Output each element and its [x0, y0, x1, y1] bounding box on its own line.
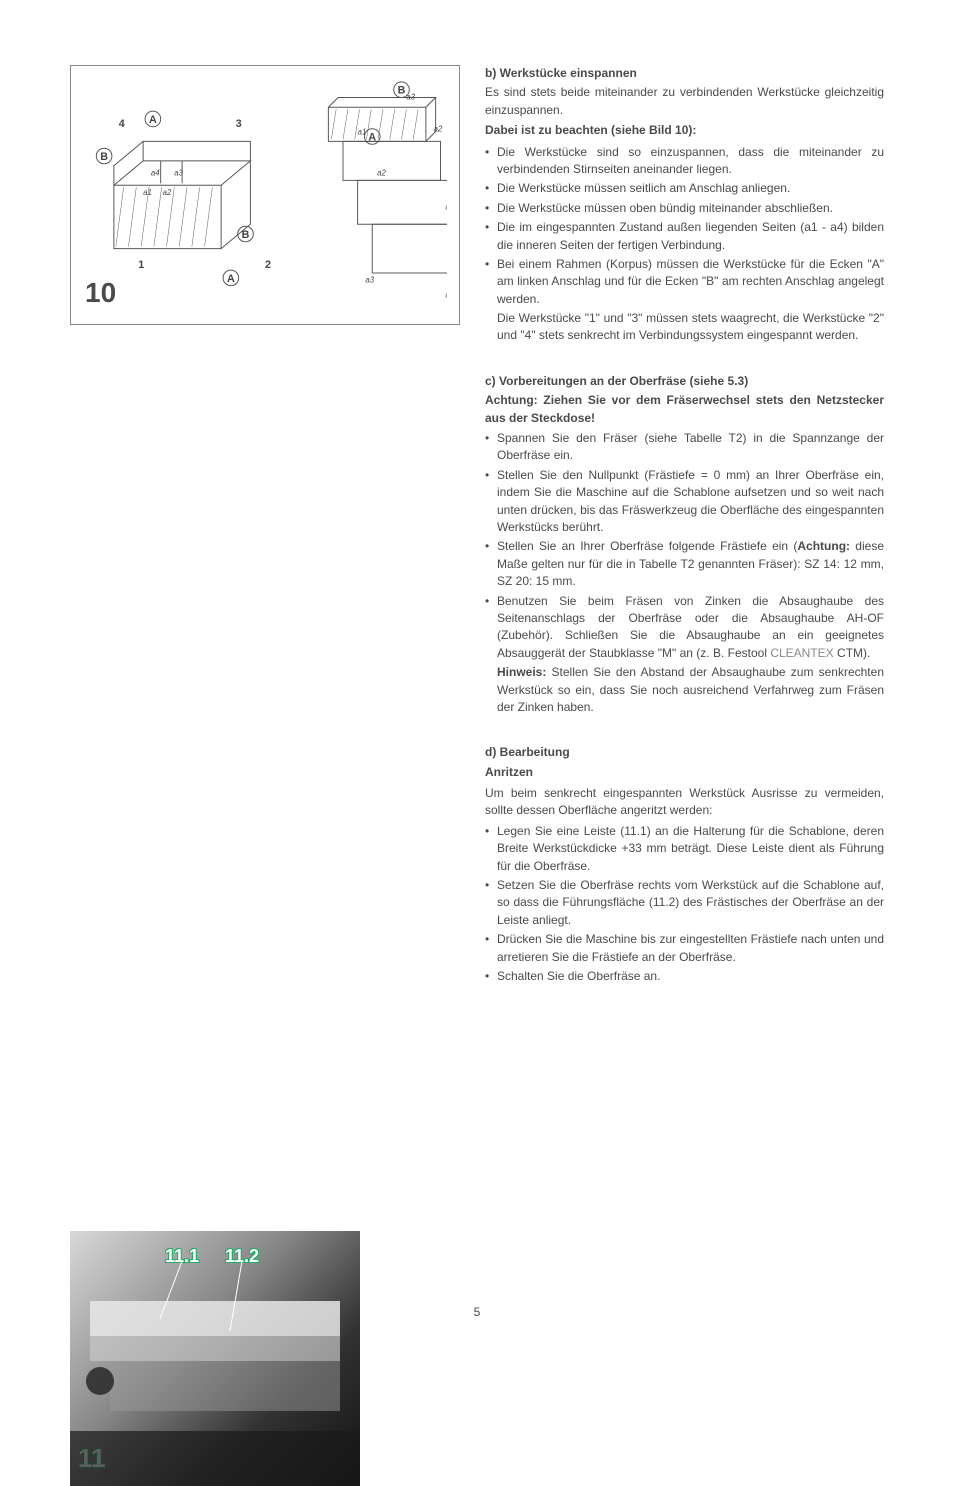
section-c: c) Vorbereitungen an der Oberfräse (sieh…	[485, 373, 884, 716]
svg-text:a4: a4	[151, 169, 160, 178]
list-item: Bei einem Rahmen (Korpus) müssen die Wer…	[485, 256, 884, 308]
svg-text:4: 4	[119, 118, 125, 130]
svg-text:2: 2	[265, 259, 271, 271]
section-b-list: Die Werkstücke sind so einzuspannen, das…	[485, 144, 884, 309]
svg-text:A: A	[227, 273, 235, 285]
list-item: Setzen Sie die Oberfräse rechts vom Werk…	[485, 877, 884, 929]
section-b-cont: Die Werkstücke "1" und "3" müssen stets …	[485, 310, 884, 345]
svg-text:a2: a2	[434, 125, 443, 134]
svg-text:a3: a3	[174, 169, 183, 178]
figure-10-number: 10	[85, 273, 116, 314]
list-item: Die Werkstücke müssen seitlich am Anschl…	[485, 180, 884, 197]
figure-11-overlay	[70, 1231, 360, 1486]
section-c-list: Spannen Sie den Fräser (siehe Tabelle T2…	[485, 430, 884, 662]
list-item: Die Werkstücke müssen oben bündig mitein…	[485, 200, 884, 217]
svg-text:a2: a2	[163, 188, 172, 197]
svg-text:1: 1	[138, 259, 144, 271]
list-item: Spannen Sie den Fräser (siehe Tabelle T2…	[485, 430, 884, 465]
section-d-sub: Anritzen	[485, 764, 884, 781]
list-item: Die im eingespannten Zustand außen liege…	[485, 219, 884, 254]
figure-10: A B B A A B 4 3 1 2 a4 a3 a1 a2 a3 a1 a2	[70, 65, 460, 325]
section-b-sub: Dabei ist zu beachten (siehe Bild 10):	[485, 122, 884, 139]
list-item: Benutzen Sie beim Fräsen von Zinken die …	[485, 593, 884, 663]
svg-text:a3: a3	[365, 276, 374, 285]
svg-text:a1: a1	[445, 203, 447, 212]
page-number: 5	[474, 1304, 481, 1321]
list-item: Stellen Sie den Nullpunkt (Frästiefe = 0…	[485, 467, 884, 537]
figure-11: 11 11.1 11.2	[70, 1231, 360, 1486]
svg-text:a1: a1	[358, 128, 367, 137]
left-column: A B B A A B 4 3 1 2 a4 a3 a1 a2 a3 a1 a2	[70, 65, 460, 1486]
svg-text:A: A	[368, 131, 376, 143]
section-b: b) Werkstücke einspannen Es sind stets b…	[485, 65, 884, 345]
section-c-hint: Hinweis: Stellen Sie den Abstand der Abs…	[485, 664, 884, 716]
section-c-head: c) Vorbereitungen an der Oberfräse (sieh…	[485, 373, 884, 390]
svg-text:A: A	[149, 114, 157, 126]
right-column: b) Werkstücke einspannen Es sind stets b…	[485, 65, 884, 1486]
svg-text:a3: a3	[406, 92, 415, 101]
svg-text:B: B	[398, 85, 406, 97]
svg-text:B: B	[100, 151, 108, 163]
svg-text:a2: a2	[377, 169, 386, 178]
svg-text:3: 3	[236, 118, 242, 130]
figure-10-svg: A B B A A B 4 3 1 2 a4 a3 a1 a2 a3 a1 a2	[83, 78, 447, 312]
svg-text:a4: a4	[445, 290, 447, 299]
list-item: Drücken Sie die Maschine bis zur eingest…	[485, 931, 884, 966]
list-item: Schalten Sie die Oberfräse an.	[485, 968, 884, 985]
section-b-intro: Es sind stets beide miteinander zu verbi…	[485, 84, 884, 119]
section-c-warn: Achtung: Ziehen Sie vor dem Fräserwechse…	[485, 392, 884, 427]
svg-text:a1: a1	[143, 188, 152, 197]
list-item: Die Werkstücke sind so einzuspannen, das…	[485, 144, 884, 179]
section-d-intro: Um beim senkrecht eingespannten Werkstüc…	[485, 785, 884, 820]
section-d: d) Bearbeitung Anritzen Um beim senkrech…	[485, 744, 884, 985]
list-item: Stellen Sie an Ihrer Oberfräse folgende …	[485, 538, 884, 590]
section-d-head: d) Bearbeitung	[485, 744, 884, 761]
section-d-list: Legen Sie eine Leiste (11.1) an die Halt…	[485, 823, 884, 986]
svg-text:B: B	[242, 229, 250, 241]
section-b-head: b) Werkstücke einspannen	[485, 65, 884, 82]
list-item: Legen Sie eine Leiste (11.1) an die Halt…	[485, 823, 884, 875]
